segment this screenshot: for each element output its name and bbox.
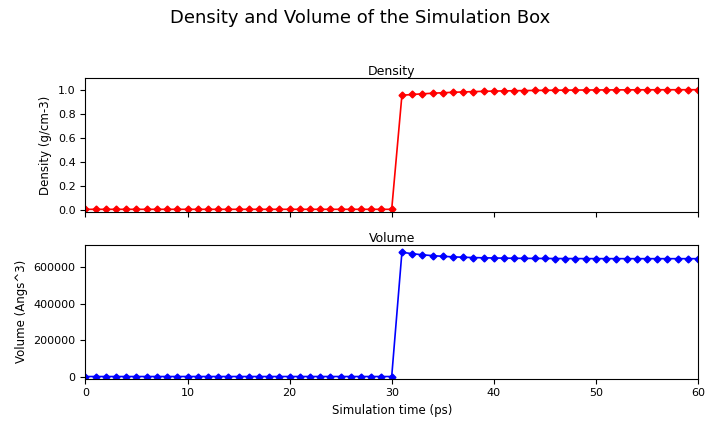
Title: Volume: Volume <box>369 232 415 245</box>
Y-axis label: Density (g/cm-3): Density (g/cm-3) <box>40 95 53 195</box>
Y-axis label: Volume (Angs^3): Volume (Angs^3) <box>15 260 28 363</box>
Text: Density and Volume of the Simulation Box: Density and Volume of the Simulation Box <box>170 9 550 27</box>
Title: Density: Density <box>368 65 415 78</box>
X-axis label: Simulation time (ps): Simulation time (ps) <box>331 404 452 417</box>
